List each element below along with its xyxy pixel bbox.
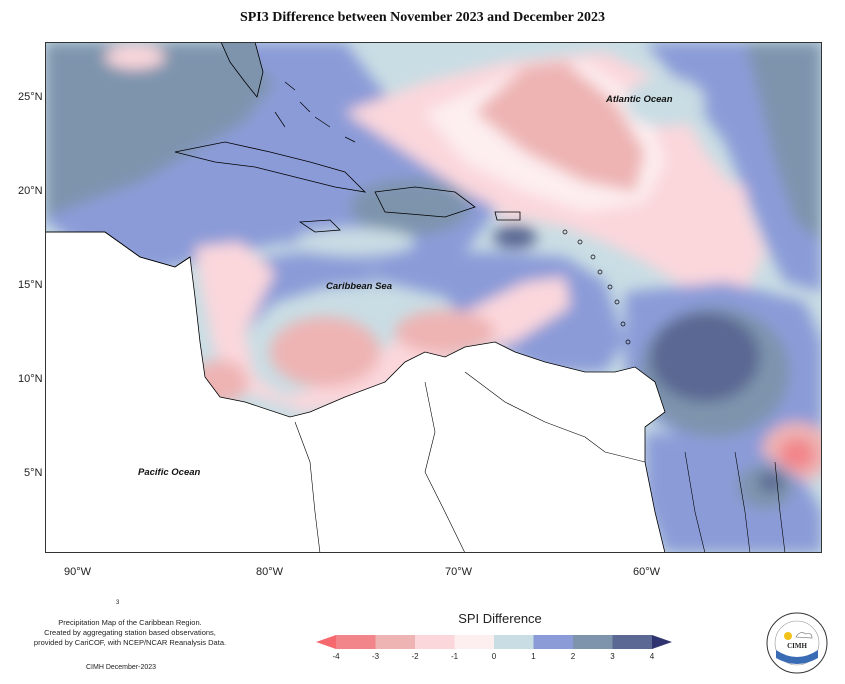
lon-tick-80w: 80°W (256, 566, 284, 578)
puerto-rico-outline (494, 211, 521, 221)
legend-swatch (415, 635, 455, 649)
color-legend-bar (316, 635, 672, 649)
jamaica-outline (298, 219, 341, 233)
logo-sun-icon (784, 632, 792, 640)
lat-tick-20n: 20°N (18, 185, 43, 197)
legend-tick-label: 2 (570, 652, 576, 661)
lat-tick-25n: 25°N (18, 91, 43, 103)
lat-tick-5n: 5°N (24, 467, 43, 479)
lat-tick-15n: 15°N (18, 279, 43, 291)
cuba-outline (174, 141, 367, 193)
credits-line-2: Created by aggregating station based obs… (44, 628, 216, 637)
legend-swatch (336, 635, 376, 649)
spi-difference-map (45, 42, 822, 553)
pacific-ocean-label: Pacific Ocean (138, 467, 201, 478)
credits-line-1: Precipitation Map of the Caribbean Regio… (58, 618, 202, 627)
lon-tick-90w: 90°W (64, 566, 92, 578)
legend-swatch (573, 635, 613, 649)
caribbean-sea-label: Caribbean Sea (326, 281, 392, 292)
florida-land (220, 42, 264, 98)
logo-cloud-icon (795, 632, 813, 639)
legend-swatch (494, 635, 534, 649)
cimh-date: CIMH December-2023 (86, 664, 157, 671)
lat-tick-10n: 10°N (18, 373, 43, 385)
credits-line-3: provided by CariCOF, with NCEP/NCAR Rean… (33, 638, 227, 647)
legend-tick-label: 0 (491, 652, 497, 661)
legend-title: SPI Difference (458, 611, 542, 626)
legend-tick-label: 4 (649, 652, 655, 661)
logo-text: CIMH (787, 642, 807, 650)
credit-mark: 3 (116, 600, 120, 606)
legend-swatch (533, 635, 574, 649)
legend-min-arrow (316, 635, 336, 649)
lon-tick-60w: 60°W (633, 566, 661, 578)
legend-tick-label: -3 (371, 652, 380, 661)
cimh-logo: CIMH (766, 612, 828, 674)
lon-tick-70w: 70°W (445, 566, 473, 578)
legend-tick-label: 1 (531, 652, 536, 661)
legend-tick-label: -2 (411, 652, 419, 661)
legend-swatch (612, 635, 653, 649)
legend-tick-label: -1 (450, 652, 459, 661)
legend-swatch (454, 635, 495, 649)
legend-swatch (375, 635, 416, 649)
logo-water-icon (776, 650, 818, 664)
map-title: SPI3 Difference between November 2023 an… (239, 10, 606, 25)
legend-max-arrow (652, 635, 672, 649)
hispaniola-outline (374, 186, 476, 218)
central-america-land (45, 231, 666, 553)
legend-tick-label: -4 (332, 652, 340, 661)
credits-text: Precipitation Map of the Caribbean Regio… (10, 618, 250, 648)
atlantic-ocean-label: Atlantic Ocean (606, 94, 673, 105)
legend-tick-label: 3 (610, 652, 615, 661)
